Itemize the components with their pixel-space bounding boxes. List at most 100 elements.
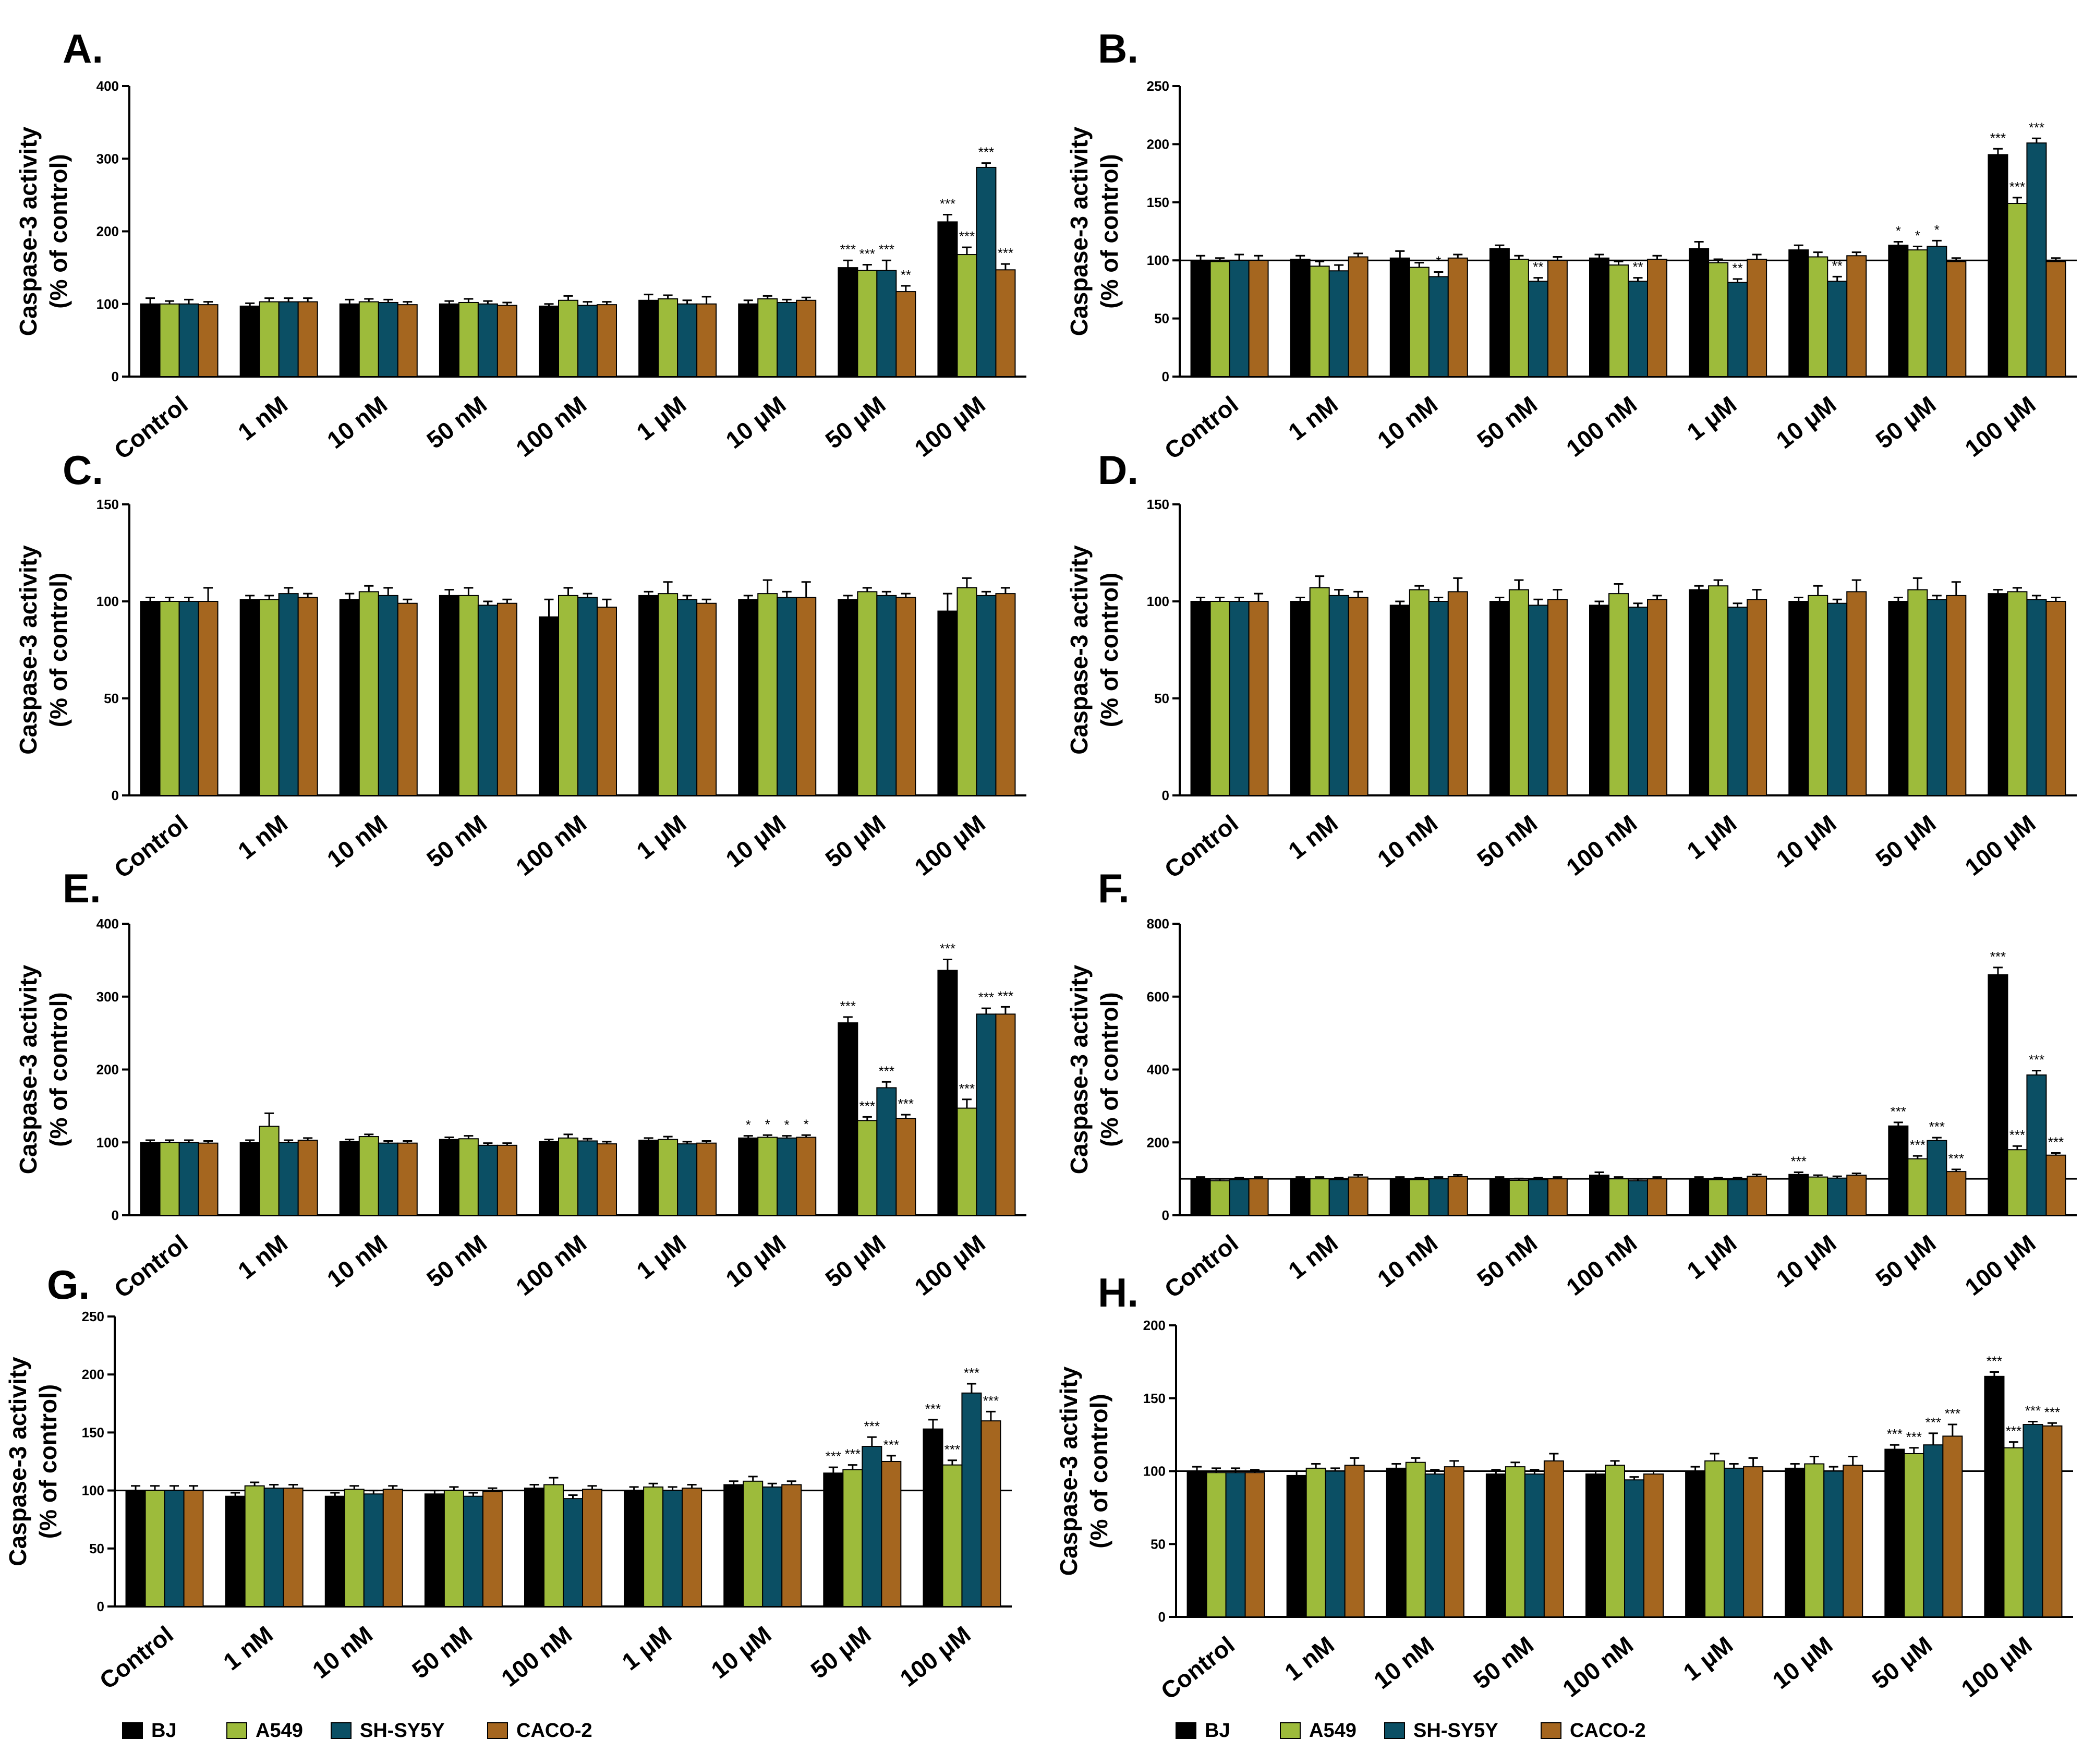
panel-letter: E.	[63, 865, 101, 911]
bar-SH-SY5Y	[463, 1495, 483, 1607]
bar-SH-SY5Y	[2023, 1424, 2043, 1618]
y-tick-label: 200	[82, 1367, 104, 1382]
bar-SH-SY5Y	[278, 593, 299, 796]
bar-BJ	[339, 599, 360, 796]
bar-SH-SY5Y	[662, 1490, 683, 1608]
bar-SH-SY5Y	[862, 1446, 882, 1607]
significance-marker: ***	[1948, 1151, 1964, 1166]
x-tick-label: 50 μM	[806, 1621, 876, 1684]
bar-A549	[757, 1137, 778, 1216]
bar-A549	[259, 599, 280, 796]
legend-swatch-BJ	[1176, 1722, 1196, 1739]
bar-CACO-2	[1643, 1473, 1664, 1618]
bar-A549	[543, 1484, 564, 1607]
bar-CACO-2	[1647, 599, 1667, 796]
significance-marker: ***	[2029, 1052, 2044, 1068]
bar-CACO-2	[781, 1484, 802, 1607]
x-tick-label: 1 nM	[1283, 391, 1343, 445]
bar-CACO-2	[597, 1143, 617, 1216]
significance-marker: **	[1832, 258, 1843, 273]
bar-A549	[458, 1138, 479, 1216]
x-tick-label: 50 μM	[820, 1229, 891, 1292]
bar-A549	[2007, 203, 2028, 377]
significance-marker: ***	[944, 1442, 960, 1457]
bar-CACO-2	[995, 1013, 1016, 1216]
bar-A549	[1808, 256, 1828, 377]
bar-BJ	[239, 305, 260, 377]
bar-SH-SY5Y	[876, 595, 897, 796]
bar-SH-SY5Y	[1528, 605, 1548, 796]
bar-CACO-2	[1348, 256, 1369, 377]
bar-A549	[344, 1489, 365, 1607]
panel-letter: A.	[63, 26, 103, 71]
bar-BJ	[937, 221, 958, 377]
bar-CACO-2	[198, 601, 219, 796]
y-tick-label: 400	[1147, 1062, 1169, 1078]
y-tick-label: 50	[1151, 1536, 1166, 1552]
bar-SH-SY5Y	[477, 1144, 498, 1216]
bar-A549	[1305, 1467, 1326, 1617]
x-tick-label: 10 nM	[322, 809, 392, 873]
bar-A549	[358, 301, 379, 378]
x-tick-label: 1 nM	[233, 1229, 293, 1284]
bar-A549	[558, 1137, 578, 1216]
y-tick-label: 50	[104, 691, 119, 706]
x-tick-label: 1 μM	[1682, 1229, 1742, 1285]
significance-marker: ***	[2025, 1403, 2041, 1418]
x-tick-label: 10 nM	[1369, 1631, 1439, 1694]
bar-BJ	[140, 601, 161, 796]
bar-SH-SY5Y	[677, 599, 698, 796]
significance-marker: ***	[898, 1096, 914, 1111]
bar-BJ	[239, 599, 260, 796]
bar-A549	[1505, 1466, 1525, 1617]
significance-marker: ***	[959, 228, 975, 244]
bar-BJ	[1489, 248, 1510, 378]
x-tick-label: Control	[109, 1229, 193, 1303]
bar-CACO-2	[582, 1489, 602, 1607]
bar-A549	[1309, 1178, 1330, 1216]
bar-A549	[2007, 591, 2028, 796]
bar-SH-SY5Y	[1927, 246, 1947, 377]
bar-SH-SY5Y	[1428, 601, 1449, 796]
bar-CACO-2	[1942, 1435, 1963, 1617]
legend-swatch-SH-SY5Y	[331, 1722, 352, 1739]
bar-CACO-2	[297, 597, 318, 796]
bar-SH-SY5Y	[762, 1486, 783, 1607]
significance-marker: ***	[978, 989, 994, 1005]
y-tick-label: 100	[1147, 594, 1169, 609]
x-tick-label: 50 nM	[421, 809, 492, 873]
bar-A549	[942, 1464, 963, 1608]
bar-SH-SY5Y	[1528, 281, 1548, 378]
bar-SH-SY5Y	[577, 1140, 598, 1216]
significance-marker: ***	[840, 241, 856, 257]
y-tick-label: 100	[96, 1134, 119, 1150]
bar-BJ	[1286, 1475, 1307, 1617]
bar-CACO-2	[1344, 1465, 1365, 1618]
bar-SH-SY5Y	[378, 595, 398, 796]
bar-SH-SY5Y	[677, 303, 698, 377]
y-axis-label: Caspase-3 activity (% of control)	[1055, 1366, 1112, 1576]
x-tick-label: 100 μM	[895, 1621, 976, 1692]
bar-BJ	[738, 303, 759, 377]
significance-marker: ***	[879, 241, 894, 257]
bar-A549	[643, 1486, 664, 1607]
bar-CACO-2	[1547, 599, 1568, 796]
bar-BJ	[439, 595, 459, 796]
bar-BJ	[624, 1490, 645, 1608]
panel-letter: C.	[63, 447, 103, 493]
x-tick-label: 100 nM	[1561, 1229, 1642, 1301]
bar-SH-SY5Y	[961, 1392, 982, 1607]
bar-BJ	[638, 299, 659, 377]
bar-A549	[743, 1480, 764, 1608]
bar-BJ	[140, 1142, 161, 1216]
y-tick-label: 0	[97, 1599, 104, 1614]
bar-BJ	[1988, 154, 2008, 377]
y-tick-label: 150	[1143, 1391, 1166, 1406]
y-tick-label: 150	[1147, 195, 1169, 210]
bar-CACO-2	[1447, 257, 1468, 377]
y-tick-label: 200	[1147, 136, 1169, 152]
bar-A549	[443, 1490, 464, 1608]
significance-marker: ***	[826, 1448, 841, 1464]
bar-CACO-2	[1743, 1466, 1764, 1617]
bar-CACO-2	[895, 1118, 916, 1216]
